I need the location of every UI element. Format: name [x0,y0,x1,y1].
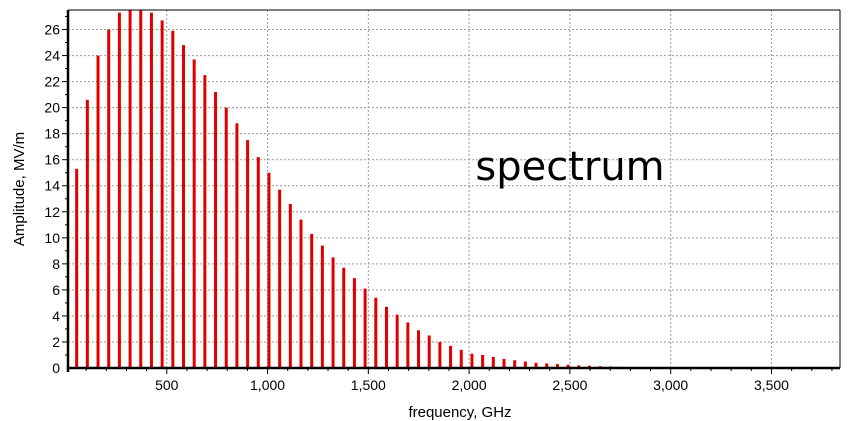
bar [374,297,378,368]
y-tick-label: 12 [44,204,60,220]
bar [320,245,324,368]
y-tick-label: 8 [52,256,60,272]
bar [128,10,132,368]
bar [384,306,388,368]
bar [459,349,463,368]
bar [85,99,89,369]
bar [160,20,164,368]
x-tick-label: 2,000 [452,377,487,393]
bar [481,354,485,368]
y-tick-label: 26 [44,22,60,38]
y-tick-label: 0 [52,360,60,376]
bar [491,356,495,368]
bar [395,314,399,368]
axes [62,9,841,374]
bar [288,203,292,368]
y-tick-label: 2 [52,334,60,350]
x-tick-label: 3,500 [754,377,789,393]
bar [171,30,175,368]
bar [235,123,239,368]
x-tick-label: 500 [155,377,179,393]
y-tick-label: 16 [44,152,60,168]
bar [192,59,196,369]
y-tick-label: 6 [52,282,60,298]
bar [149,12,153,368]
bar [117,12,121,368]
bar [534,362,538,368]
bar [139,10,143,368]
y-tick-label: 4 [52,308,60,324]
bar [256,157,260,368]
x-tick-label: 1,000 [250,377,285,393]
bar [417,330,421,368]
bar [438,341,442,368]
bar [545,363,549,368]
bar [107,29,111,368]
bar [577,365,581,368]
x-tick-label: 1,500 [351,377,386,393]
bar [470,353,474,368]
bar [331,257,335,368]
y-tick-label: 14 [44,178,60,194]
x-axis-label: frequency, GHz [408,404,511,421]
bar [75,168,79,368]
grid [68,10,840,368]
bar [267,172,271,368]
y-tick-label: 24 [44,48,60,64]
bar [406,322,410,368]
bar [449,345,453,368]
bar [363,288,367,368]
x-tick-label: 3,000 [653,377,688,393]
bar [342,267,346,368]
y-axis-label: Amplitude, MV/m [11,132,28,246]
bar [203,75,207,368]
x-tick-label: 2,500 [552,377,587,393]
bar [310,233,314,368]
y-tick-label: 20 [44,100,60,116]
bar [278,189,282,368]
bar [224,107,228,369]
y-tick-label: 10 [44,230,60,246]
bar [566,364,570,368]
bar [214,92,218,369]
bar [246,140,250,368]
y-tick-label: 22 [44,74,60,90]
bar [513,360,517,368]
bar [523,361,527,368]
bar [427,335,431,368]
bar [96,55,100,369]
plot-area [68,10,840,368]
bar [299,219,303,368]
bar [555,364,559,368]
bar [352,278,356,368]
bar [181,45,185,369]
bars [75,10,837,369]
y-tick-label: 18 [44,126,60,142]
bar [502,358,506,368]
x-ticks: 500 1,000 1,500 2,000 2,500 3,000 3,500 [155,377,789,393]
spectrum-annotation: spectrum [475,144,664,190]
